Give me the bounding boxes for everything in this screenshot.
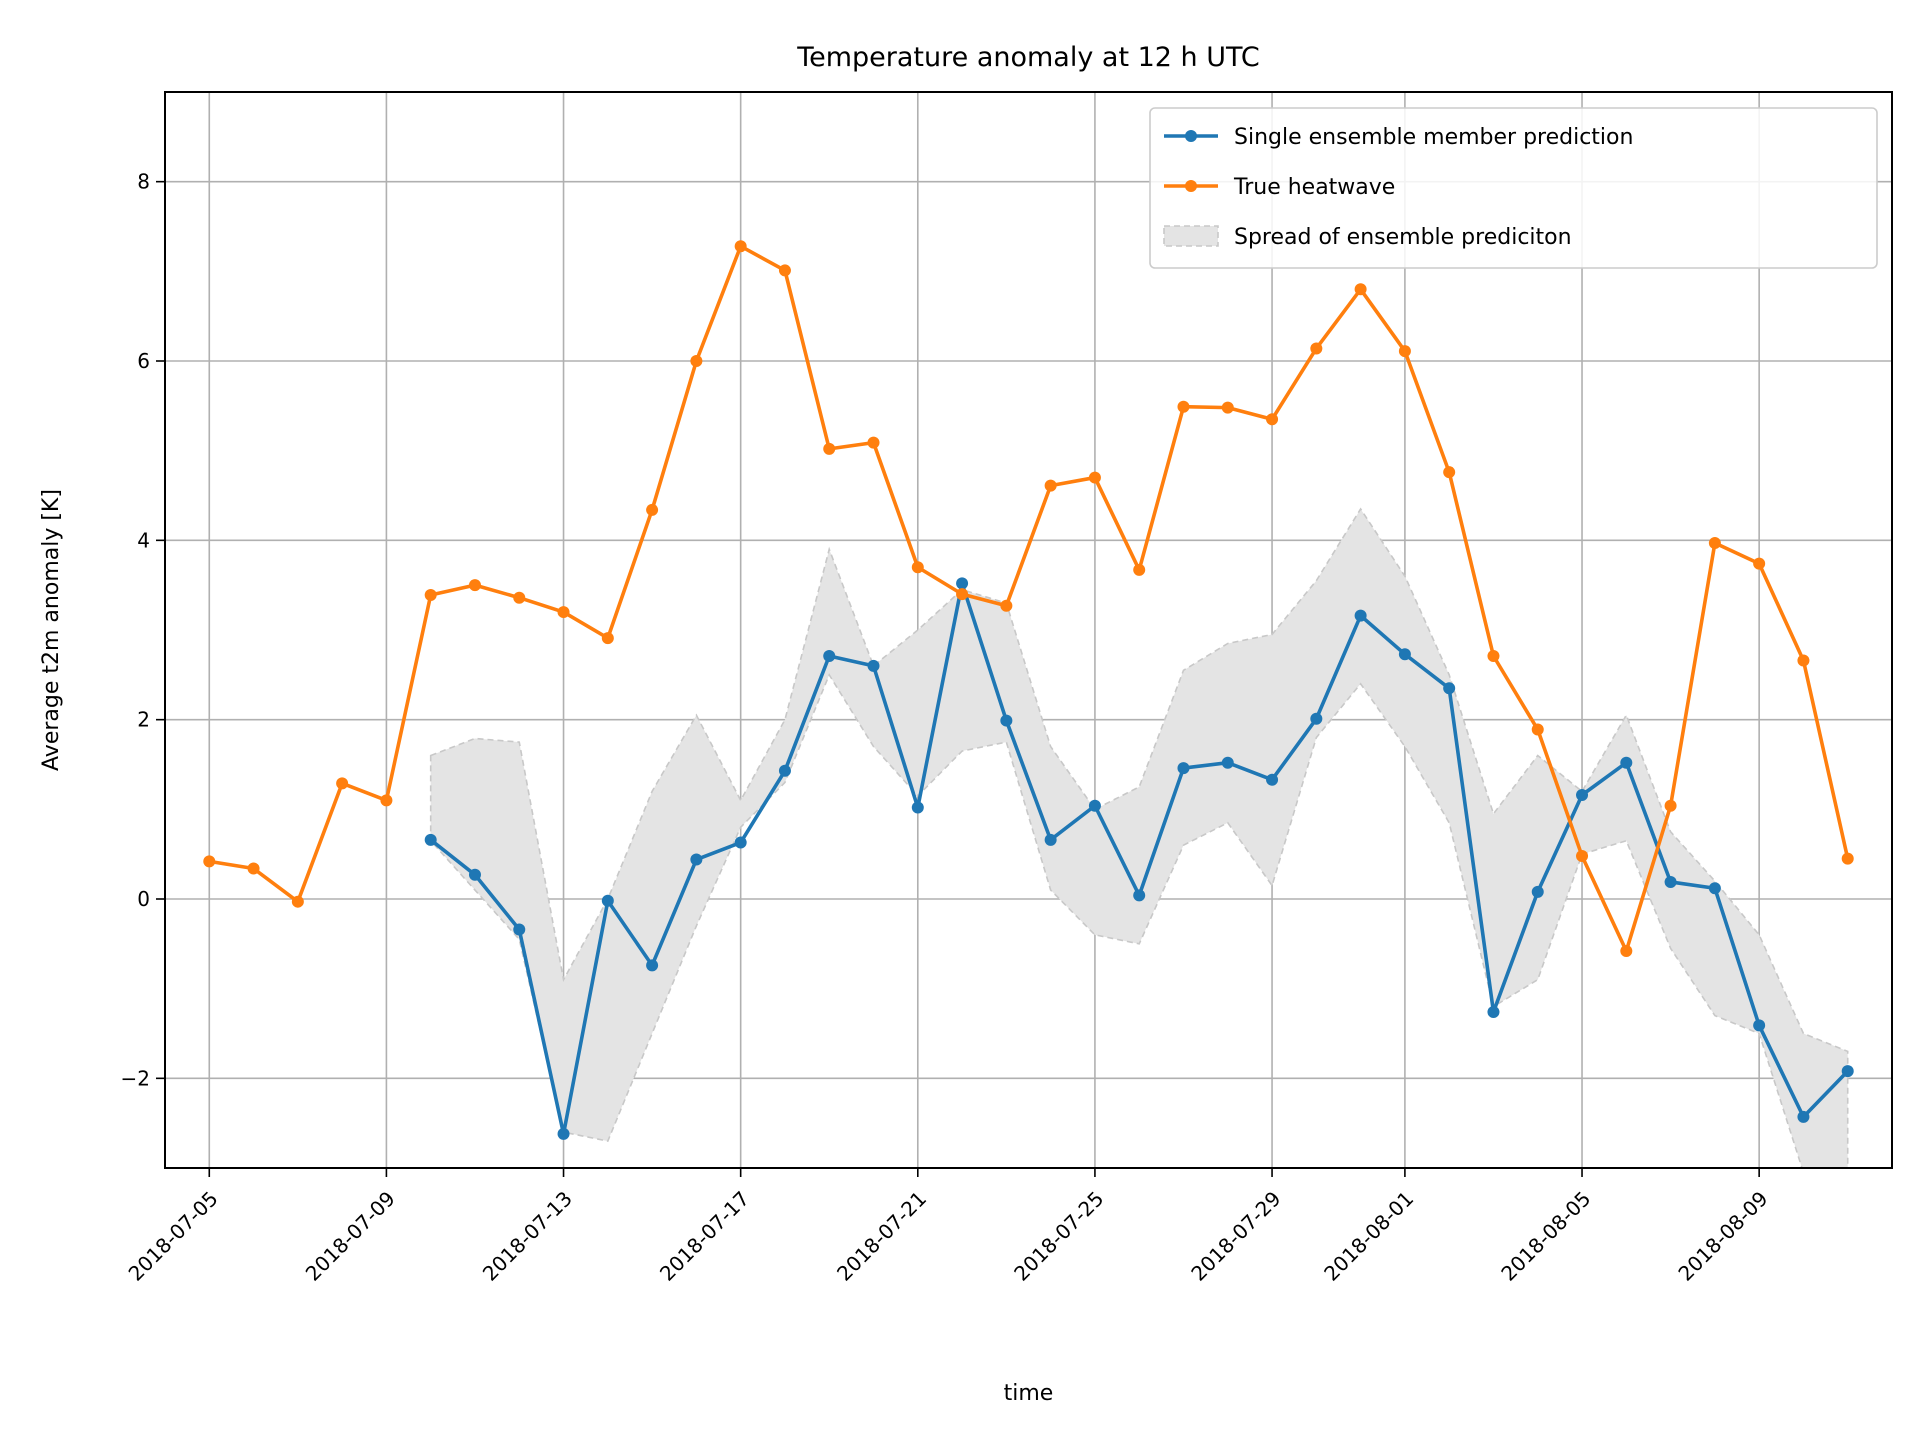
chart-title: Temperature anomaly at 12 h UTC — [796, 42, 1260, 73]
data-point — [690, 853, 703, 866]
series-layer — [203, 240, 1854, 1140]
legend-item: True heatwave — [1164, 175, 1395, 200]
data-point — [1044, 479, 1057, 492]
data-point — [1310, 712, 1323, 725]
data-point — [1000, 714, 1013, 727]
data-point — [1797, 1110, 1810, 1123]
y-tick-label: 8 — [137, 170, 150, 194]
data-point — [1398, 648, 1411, 661]
legend-patch — [1163, 225, 1219, 247]
data-point — [1841, 852, 1854, 865]
data-point — [1044, 833, 1057, 846]
data-point — [823, 442, 836, 455]
data-point — [1088, 799, 1101, 812]
y-axis-label: Average t2m anomaly [K] — [39, 489, 64, 771]
data-point — [1531, 723, 1544, 736]
legend-label: Spread of ensemble prediciton — [1234, 225, 1572, 250]
data-point — [867, 436, 880, 449]
data-point — [557, 606, 570, 619]
data-point — [690, 355, 703, 367]
data-point — [1576, 788, 1589, 801]
data-point — [1266, 413, 1279, 426]
data-point — [601, 632, 614, 645]
plot-frame — [164, 91, 1893, 1169]
data-point — [823, 650, 836, 663]
data-point — [513, 923, 526, 936]
data-point — [1487, 650, 1500, 663]
data-point — [1177, 400, 1190, 413]
data-point — [1620, 945, 1633, 958]
data-point — [1664, 799, 1677, 812]
data-point — [247, 862, 260, 875]
data-point — [1310, 342, 1323, 355]
series-true-heatwave — [203, 240, 1854, 958]
data-point — [1841, 1065, 1854, 1078]
data-point — [646, 959, 659, 972]
y-tick-label: −2 — [121, 1066, 150, 1090]
legend-item: Single ensemble member prediction — [1164, 125, 1633, 150]
series-single-ensemble-member-prediction — [424, 577, 1854, 1140]
data-point — [424, 589, 437, 602]
data-point — [1576, 849, 1589, 862]
legend-marker — [1185, 130, 1197, 142]
data-point — [468, 868, 481, 881]
data-point — [203, 855, 216, 868]
data-point — [956, 588, 969, 601]
data-point — [1487, 1005, 1500, 1018]
data-point — [1753, 557, 1766, 570]
x-axis-label: time — [1004, 1381, 1054, 1406]
data-point — [424, 833, 437, 846]
legend-label: Single ensemble member prediction — [1234, 125, 1633, 150]
data-point — [911, 801, 924, 814]
legend-label: True heatwave — [1233, 175, 1395, 200]
legend-item: Spread of ensemble prediciton — [1163, 225, 1572, 250]
data-point — [1664, 875, 1677, 888]
data-point — [380, 794, 393, 807]
data-point — [1088, 471, 1101, 484]
y-tick-label: 2 — [137, 708, 150, 732]
data-point — [867, 659, 880, 672]
data-point — [1354, 283, 1367, 296]
legend-box — [1149, 107, 1878, 269]
data-point — [1797, 654, 1810, 667]
data-point — [646, 503, 659, 516]
legend-marker — [1185, 180, 1197, 192]
data-point — [778, 764, 791, 777]
data-point — [734, 240, 747, 253]
data-point — [1753, 1019, 1766, 1032]
data-point — [513, 591, 526, 604]
y-tick-label: 0 — [137, 887, 150, 911]
data-point — [956, 577, 969, 590]
data-point — [601, 894, 614, 907]
data-point — [1443, 466, 1456, 479]
grid-layer — [165, 92, 1892, 1168]
series-line — [208, 244, 1850, 953]
y-tick-label: 6 — [137, 349, 150, 373]
data-point — [1531, 885, 1544, 898]
data-point — [1000, 599, 1013, 612]
data-point — [1133, 563, 1146, 576]
data-point — [1221, 401, 1234, 414]
data-point — [778, 264, 791, 277]
data-point — [1620, 756, 1633, 769]
data-point — [1354, 609, 1367, 622]
data-point — [1266, 773, 1279, 786]
data-point — [911, 561, 924, 574]
data-point — [336, 777, 349, 790]
data-point — [1708, 882, 1721, 895]
y-tick-label: 4 — [137, 528, 150, 552]
data-point — [1221, 756, 1234, 769]
data-point — [1398, 345, 1411, 358]
data-point — [1133, 889, 1146, 902]
data-point — [468, 579, 481, 592]
legend: Single ensemble member prediction True he… — [1149, 107, 1878, 269]
data-point — [1708, 537, 1721, 550]
data-point — [291, 895, 304, 908]
data-point — [1443, 682, 1456, 695]
data-point — [734, 836, 747, 849]
data-point — [1177, 762, 1190, 775]
data-point — [557, 1127, 570, 1140]
